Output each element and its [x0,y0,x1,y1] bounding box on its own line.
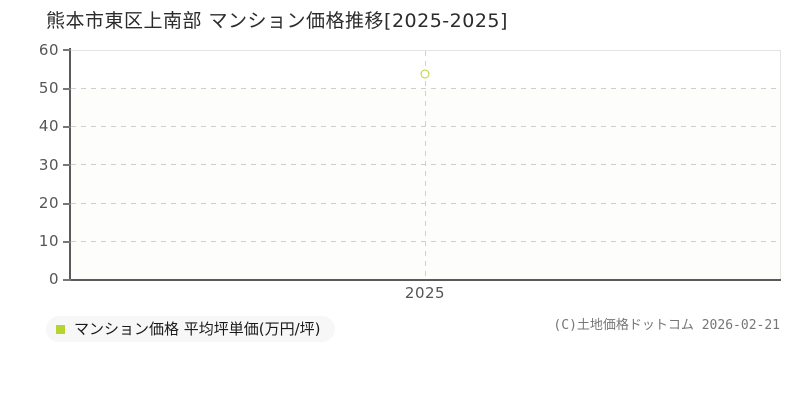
y-axis-label-20: 20 [38,194,59,212]
data-point-2025[interactable] [420,69,430,79]
y-axis-label-0: 0 [48,270,59,288]
x-axis-label-2025: 2025 [404,284,446,302]
legend-color-swatch-icon [56,324,65,334]
chart-title: 熊本市東区上南部 マンション価格推移[2025-2025] [46,10,508,32]
y-tick-mark-10 [63,241,71,243]
gridline-x-2025 [425,51,426,279]
y-tick-mark-0 [63,279,71,281]
y-axis-label-40: 40 [38,117,59,135]
y-tick-mark-60 [63,49,71,51]
y-axis-label-10: 10 [38,232,59,250]
y-tick-mark-40 [63,126,71,128]
y-axis-label-50: 50 [38,79,59,97]
y-tick-mark-30 [63,164,71,166]
chart-legend[interactable]: マンション価格 平均坪単価(万円/坪) [46,316,335,342]
y-tick-mark-50 [63,88,71,90]
copyright-notice: (C)土地価格ドットコム 2026-02-21 [553,318,780,333]
y-tick-mark-20 [63,203,71,205]
x-axis-line [69,279,781,281]
legend-item-label: マンション価格 平均坪単価(万円/坪) [74,319,321,338]
y-axis-label-30: 30 [38,156,59,174]
y-axis-label-60: 60 [38,41,59,59]
